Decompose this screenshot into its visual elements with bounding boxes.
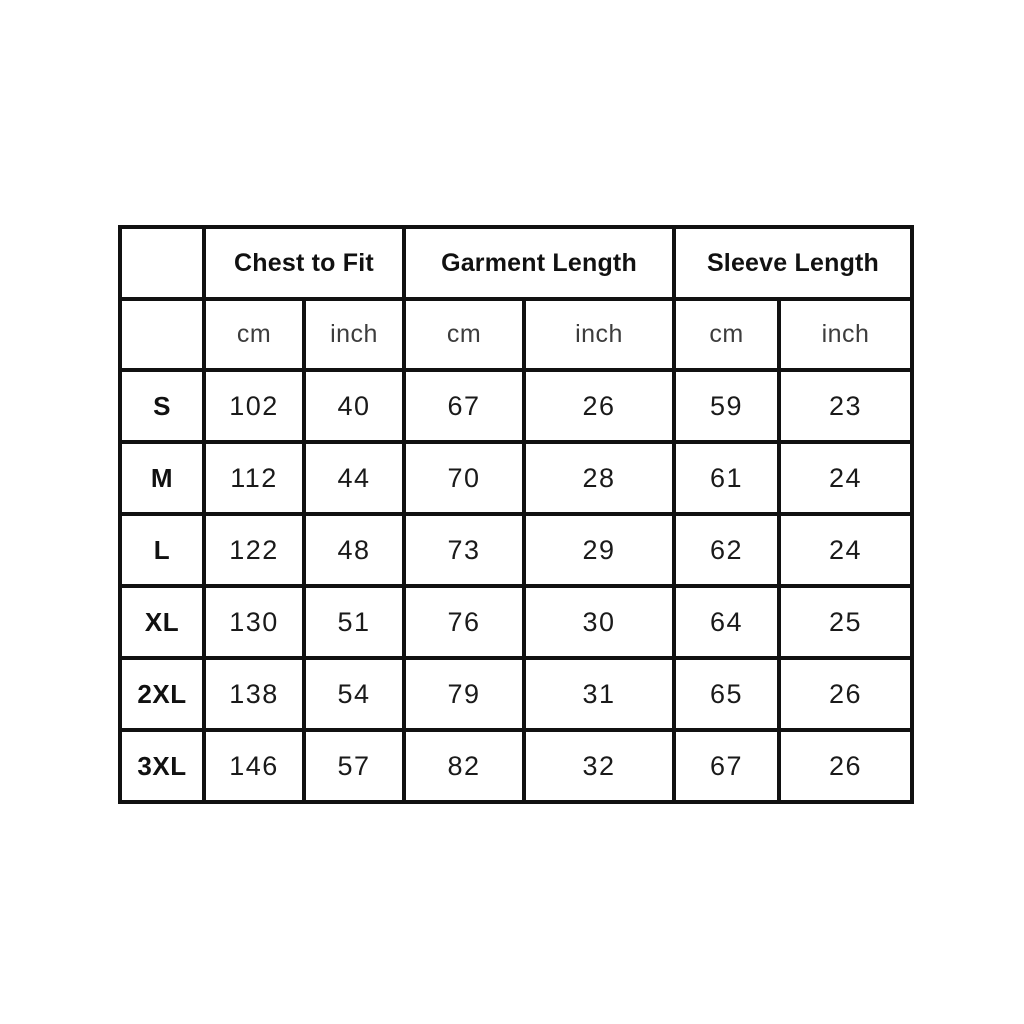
group-header-chest: Chest to Fit (202, 225, 406, 301)
table-cell: 28 (522, 440, 676, 516)
unit-header-garment-inch: inch (522, 297, 676, 372)
group-header-garment: Garment Length (402, 225, 676, 301)
table-cell: 23 (777, 368, 914, 444)
table-cell: 54 (302, 656, 406, 732)
table-row-m: M 112 44 70 28 61 24 (118, 440, 914, 516)
size-label: M (118, 440, 206, 516)
unit-header-garment-cm: cm (402, 297, 526, 372)
table-cell: 138 (202, 656, 306, 732)
table-cell: 73 (402, 512, 526, 588)
table-cell: 79 (402, 656, 526, 732)
unit-header-sleeve-cm: cm (672, 297, 781, 372)
table-cell: 24 (777, 512, 914, 588)
table-cell: 30 (522, 584, 676, 660)
table-cell: 102 (202, 368, 306, 444)
corner-spacer (118, 225, 206, 301)
table-row-l: L 122 48 73 29 62 24 (118, 512, 914, 588)
table-row-3xl: 3XL 146 57 82 32 67 26 (118, 728, 914, 804)
table-cell: 76 (402, 584, 526, 660)
table-cell: 61 (672, 440, 781, 516)
table-cell: 48 (302, 512, 406, 588)
unit-header-row: cm inch cm inch cm inch (118, 297, 914, 372)
table-row-2xl: 2XL 138 54 79 31 65 26 (118, 656, 914, 732)
size-label: S (118, 368, 206, 444)
table-cell: 26 (777, 728, 914, 804)
table-cell: 26 (522, 368, 676, 444)
table-cell: 26 (777, 656, 914, 732)
table-cell: 57 (302, 728, 406, 804)
table-cell: 25 (777, 584, 914, 660)
table-row-s: S 102 40 67 26 59 23 (118, 368, 914, 444)
size-label: 2XL (118, 656, 206, 732)
table-cell: 122 (202, 512, 306, 588)
table-cell: 51 (302, 584, 406, 660)
size-label: 3XL (118, 728, 206, 804)
unit-header-sleeve-inch: inch (777, 297, 914, 372)
table-cell: 112 (202, 440, 306, 516)
table-cell: 62 (672, 512, 781, 588)
unit-header-chest-cm: cm (202, 297, 306, 372)
corner-spacer (118, 297, 206, 372)
table-cell: 24 (777, 440, 914, 516)
size-label: XL (118, 584, 206, 660)
table-cell: 65 (672, 656, 781, 732)
table-cell: 82 (402, 728, 526, 804)
table-cell: 31 (522, 656, 676, 732)
unit-header-chest-inch: inch (302, 297, 406, 372)
table-cell: 64 (672, 584, 781, 660)
table-cell: 67 (672, 728, 781, 804)
table-cell: 44 (302, 440, 406, 516)
table-cell: 59 (672, 368, 781, 444)
table-cell: 130 (202, 584, 306, 660)
size-label: L (118, 512, 206, 588)
group-header-sleeve: Sleeve Length (672, 225, 914, 301)
table-cell: 146 (202, 728, 306, 804)
table-cell: 40 (302, 368, 406, 444)
table-cell: 70 (402, 440, 526, 516)
table-cell: 67 (402, 368, 526, 444)
table-cell: 32 (522, 728, 676, 804)
group-header-row: Chest to Fit Garment Length Sleeve Lengt… (118, 225, 914, 301)
table-cell: 29 (522, 512, 676, 588)
table-row-xl: XL 130 51 76 30 64 25 (118, 584, 914, 660)
size-chart-table: Chest to Fit Garment Length Sleeve Lengt… (118, 225, 914, 804)
